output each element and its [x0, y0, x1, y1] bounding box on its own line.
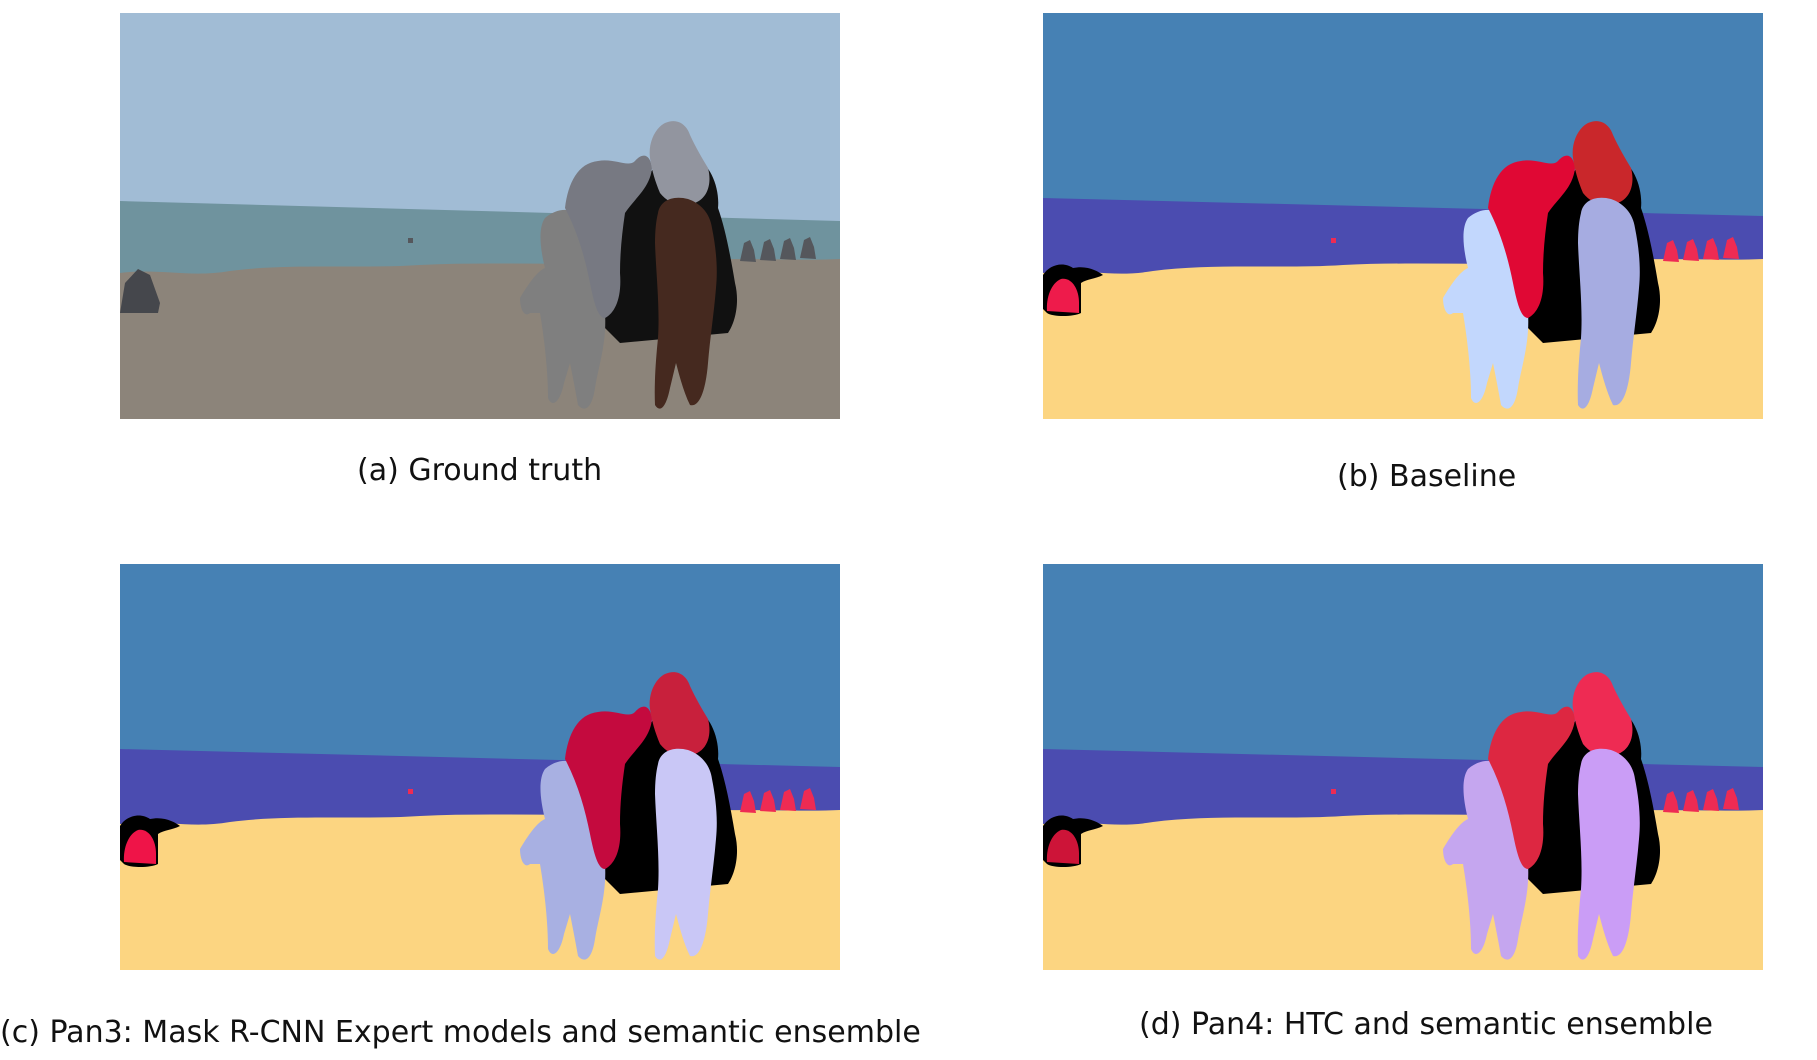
background-person-region	[760, 239, 776, 261]
left-horse-region	[520, 209, 606, 409]
caption-ground-truth: (a) Ground truth	[357, 453, 603, 488]
right-horse-region	[1577, 197, 1640, 409]
small-distant-object	[408, 238, 413, 243]
right-horse-region	[654, 197, 717, 409]
left-rider-region	[565, 155, 652, 318]
left-horse-region	[520, 760, 606, 960]
left-object-region	[123, 829, 156, 864]
left-object-region	[1046, 278, 1079, 313]
left-rider-region	[1488, 155, 1575, 318]
left-rider-region	[565, 706, 652, 869]
small-distant-object	[1331, 238, 1336, 243]
left-rider-region	[1488, 706, 1575, 869]
left-rock-region	[120, 269, 160, 313]
right-horse-region	[1577, 748, 1640, 960]
right-rider-region	[1572, 121, 1633, 205]
segmentation-panel-pan3	[120, 564, 840, 970]
background-person-region	[740, 791, 756, 813]
background-person-region	[1703, 238, 1719, 260]
left-object-region	[1046, 829, 1079, 864]
caption-pan3: (c) Pan3: Mask R-CNN Expert models and s…	[0, 1015, 921, 1050]
segmentation-map	[1043, 13, 1763, 419]
small-distant-object	[1331, 789, 1336, 794]
right-horse-region	[654, 748, 717, 960]
segmentation-map	[120, 564, 840, 970]
caption-pan4: (d) Pan4: HTC and semantic ensemble	[1139, 1007, 1713, 1042]
background-person-region	[1683, 790, 1699, 812]
background-person-region	[800, 788, 816, 810]
left-horse-region	[1443, 209, 1529, 409]
background-person-region	[780, 238, 796, 260]
segmentation-panel-pan4	[1043, 564, 1763, 970]
background-person-region	[800, 237, 816, 259]
background-person-region	[1683, 239, 1699, 261]
background-person-region	[1723, 788, 1739, 810]
background-person-region	[760, 790, 776, 812]
segmentation-panel-baseline	[1043, 13, 1763, 419]
right-rider-region	[649, 121, 710, 205]
background-person-region	[780, 789, 796, 811]
background-person-region	[1703, 789, 1719, 811]
background-person-region	[740, 240, 756, 262]
background-person-region	[1663, 240, 1679, 262]
segmentation-map	[1043, 564, 1763, 970]
small-distant-object	[408, 789, 413, 794]
segmentation-map	[120, 13, 840, 419]
background-person-region	[1723, 237, 1739, 259]
right-rider-region	[649, 672, 710, 756]
background-person-region	[1663, 791, 1679, 813]
caption-baseline: (b) Baseline	[1337, 459, 1517, 494]
right-rider-region	[1572, 672, 1633, 756]
segmentation-panel-ground-truth	[120, 13, 840, 419]
left-horse-region	[1443, 760, 1529, 960]
